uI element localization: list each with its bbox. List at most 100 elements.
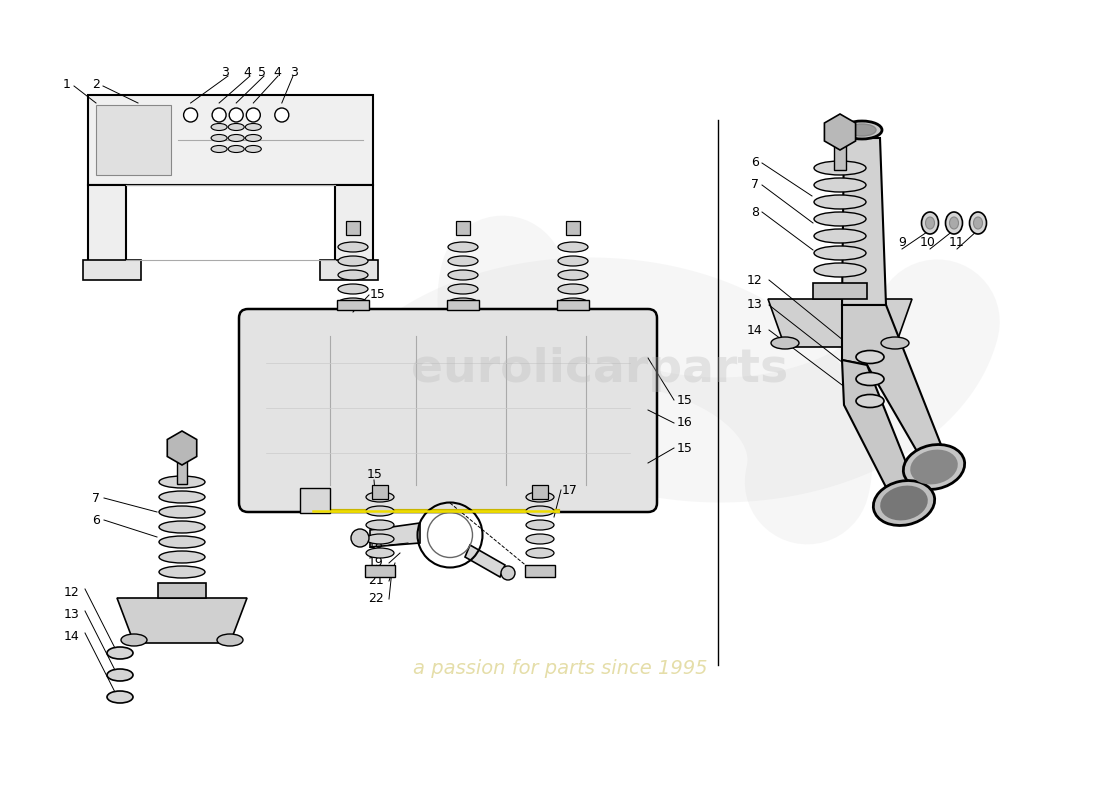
Ellipse shape xyxy=(881,486,926,519)
Ellipse shape xyxy=(969,212,987,234)
Ellipse shape xyxy=(856,394,884,407)
Text: 1: 1 xyxy=(63,78,70,90)
Text: a passion for parts since 1995: a passion for parts since 1995 xyxy=(412,658,707,678)
Ellipse shape xyxy=(245,146,262,153)
Bar xyxy=(177,456,187,484)
Ellipse shape xyxy=(911,450,957,483)
Text: 7: 7 xyxy=(751,178,759,191)
Polygon shape xyxy=(842,305,947,460)
Ellipse shape xyxy=(160,476,205,488)
Bar xyxy=(336,185,373,275)
Ellipse shape xyxy=(160,491,205,503)
Ellipse shape xyxy=(558,298,589,308)
Ellipse shape xyxy=(245,123,262,130)
Polygon shape xyxy=(370,523,420,547)
Text: 4: 4 xyxy=(243,66,251,78)
Text: 15: 15 xyxy=(367,467,383,481)
Ellipse shape xyxy=(211,123,227,130)
Ellipse shape xyxy=(366,548,394,558)
Text: 14: 14 xyxy=(64,630,80,642)
Bar xyxy=(82,260,141,280)
Text: 22: 22 xyxy=(368,593,384,606)
Bar xyxy=(88,185,126,275)
Ellipse shape xyxy=(448,298,478,308)
Text: 4: 4 xyxy=(273,66,280,78)
Circle shape xyxy=(184,108,198,122)
Ellipse shape xyxy=(160,521,205,533)
Text: 11: 11 xyxy=(949,235,965,249)
Bar xyxy=(372,485,388,499)
Bar xyxy=(96,105,170,175)
Ellipse shape xyxy=(814,161,866,175)
Bar xyxy=(834,140,846,170)
Ellipse shape xyxy=(771,337,799,349)
Text: 8: 8 xyxy=(751,206,759,218)
Ellipse shape xyxy=(217,634,243,646)
Circle shape xyxy=(246,108,261,122)
Text: 15: 15 xyxy=(678,442,693,454)
Text: 9: 9 xyxy=(898,235,906,249)
Polygon shape xyxy=(117,598,248,643)
Text: 18: 18 xyxy=(368,538,384,551)
Ellipse shape xyxy=(922,212,938,234)
Ellipse shape xyxy=(814,229,866,243)
Circle shape xyxy=(275,108,289,122)
Ellipse shape xyxy=(211,146,227,153)
Ellipse shape xyxy=(856,350,884,363)
Ellipse shape xyxy=(848,124,876,136)
Text: 21: 21 xyxy=(368,574,384,587)
Text: 2: 2 xyxy=(92,78,100,90)
Ellipse shape xyxy=(107,647,133,659)
Polygon shape xyxy=(824,114,856,150)
Text: 12: 12 xyxy=(64,586,80,598)
Ellipse shape xyxy=(366,506,394,516)
Ellipse shape xyxy=(526,492,554,502)
Text: 3: 3 xyxy=(221,66,229,78)
Ellipse shape xyxy=(121,634,147,646)
Text: 6: 6 xyxy=(92,514,100,526)
Circle shape xyxy=(212,108,227,122)
Text: 17: 17 xyxy=(562,483,578,497)
Text: 13: 13 xyxy=(747,298,763,311)
Ellipse shape xyxy=(448,242,478,252)
Ellipse shape xyxy=(814,263,866,277)
Ellipse shape xyxy=(338,270,368,280)
Ellipse shape xyxy=(814,212,866,226)
Ellipse shape xyxy=(558,270,589,280)
Text: 12: 12 xyxy=(747,274,763,286)
Polygon shape xyxy=(465,545,505,577)
Bar xyxy=(456,221,470,235)
Text: 3: 3 xyxy=(290,66,298,78)
Polygon shape xyxy=(842,138,886,305)
Ellipse shape xyxy=(448,256,478,266)
Ellipse shape xyxy=(228,123,244,130)
Bar xyxy=(557,300,588,310)
Ellipse shape xyxy=(448,284,478,294)
Bar xyxy=(532,485,548,499)
Bar xyxy=(337,300,368,310)
Ellipse shape xyxy=(160,551,205,563)
Bar xyxy=(346,221,360,235)
Ellipse shape xyxy=(228,134,244,142)
Ellipse shape xyxy=(338,242,368,252)
Ellipse shape xyxy=(881,337,909,349)
Text: 6: 6 xyxy=(751,157,759,170)
Text: 14: 14 xyxy=(747,323,763,337)
Bar xyxy=(158,583,206,598)
Polygon shape xyxy=(167,431,197,465)
Ellipse shape xyxy=(338,284,368,294)
Ellipse shape xyxy=(160,506,205,518)
Text: 5: 5 xyxy=(258,66,266,78)
Ellipse shape xyxy=(366,492,394,502)
Bar xyxy=(320,260,378,280)
Ellipse shape xyxy=(814,246,866,260)
Circle shape xyxy=(229,108,243,122)
Text: 16: 16 xyxy=(678,417,693,430)
Text: 15: 15 xyxy=(678,394,693,406)
Ellipse shape xyxy=(842,121,882,139)
Text: 10: 10 xyxy=(920,235,936,249)
Ellipse shape xyxy=(974,217,982,229)
Polygon shape xyxy=(842,360,917,495)
Text: 15: 15 xyxy=(370,289,386,302)
Ellipse shape xyxy=(526,548,554,558)
